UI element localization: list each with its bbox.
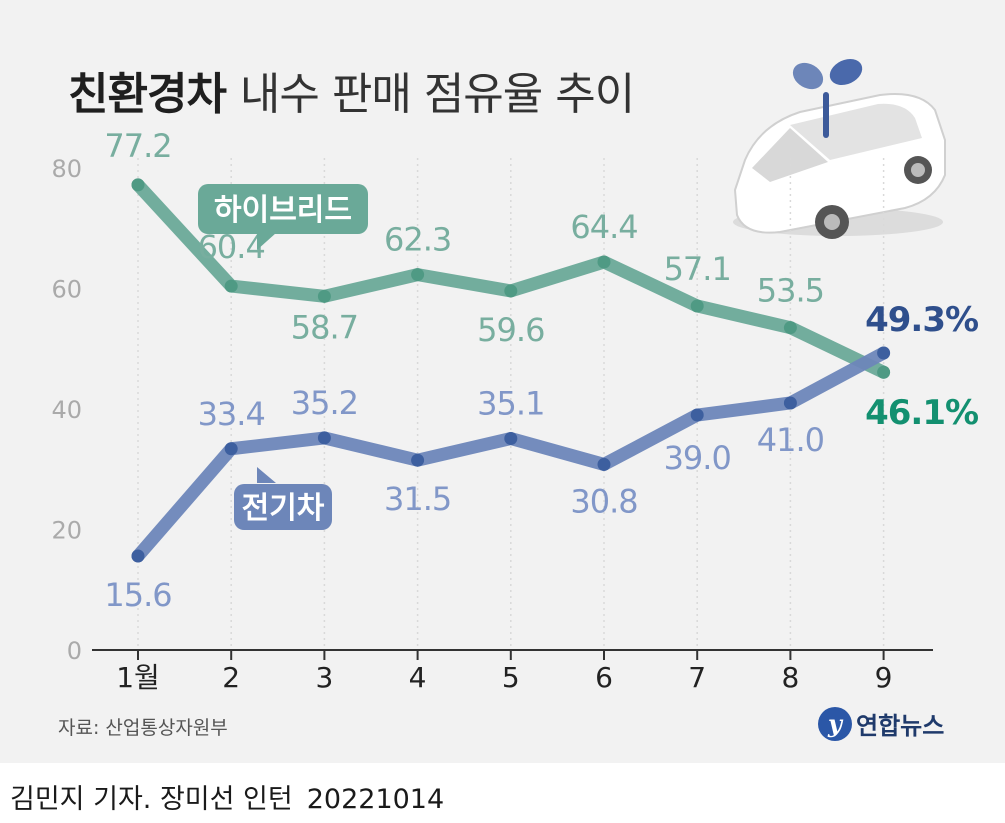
data-label: 49.3% (865, 300, 978, 340)
data-label: 30.8 (570, 482, 637, 520)
x-tick-label: 4 (409, 661, 427, 694)
y-tick-label: 40 (51, 396, 82, 424)
x-tick-label: 3 (315, 661, 333, 694)
data-label: 46.1% (865, 393, 978, 433)
data-point (877, 365, 891, 379)
credit-bar (0, 763, 1005, 823)
data-point (224, 442, 238, 456)
data-point (411, 268, 425, 282)
data-point (504, 284, 518, 298)
legend-bubble-tail (257, 467, 276, 483)
y-tick-label: 0 (67, 637, 82, 665)
y-tick-label: 20 (51, 517, 82, 545)
x-tick-label: 6 (595, 661, 613, 694)
data-point (224, 279, 238, 293)
x-tick-label: 8 (781, 661, 799, 694)
x-tick-label: 1월 (116, 661, 160, 694)
chart-grid (137, 158, 885, 650)
data-point (783, 321, 797, 335)
source-note: 자료: 산업통상자원부 (58, 717, 228, 739)
data-point (504, 432, 518, 446)
data-point (317, 431, 331, 445)
data-point (877, 346, 891, 360)
data-point (597, 255, 611, 269)
data-label: 33.4 (198, 395, 265, 433)
data-label: 60.4 (198, 228, 265, 266)
chart-title: 친환경차 내수 판매 점유율 추이 (68, 58, 635, 122)
y-axis-ticks: 0 20 40 60 80 (51, 155, 82, 665)
data-point (411, 453, 425, 467)
credit-date: 20221014 (306, 784, 445, 815)
data-label: 53.5 (757, 272, 824, 310)
data-point (317, 289, 331, 303)
title-bold: 친환경차 (68, 69, 227, 120)
data-label: 77.2 (104, 127, 171, 165)
x-tick-label: 7 (688, 661, 706, 694)
x-axis-ticks: 1월 2 3 4 5 6 7 8 9 (116, 661, 892, 694)
x-tick-label: 9 (875, 661, 893, 694)
data-point (131, 549, 145, 563)
data-point (690, 408, 704, 422)
legend-bubble (198, 184, 368, 234)
legend-bubble-tail (257, 233, 276, 250)
credit-line: 김민지 기자. 장미선 인턴 20221014 (10, 777, 444, 816)
data-label: 57.1 (664, 250, 731, 288)
y-tick-label: 80 (51, 155, 82, 183)
legend-label: 하이브리드 (214, 193, 352, 228)
data-point (783, 396, 797, 410)
eco-car-icon (733, 58, 946, 239)
line-chart: 0 20 40 60 80 1월 2 3 4 5 6 7 8 9 77.2 60.4 58.7 62.3 59.… (51, 58, 979, 694)
yonhap-logo-mark-icon: y (818, 706, 852, 741)
legend-bubble (234, 484, 332, 530)
x-tick-label: 5 (502, 661, 520, 694)
data-label: 15.6 (104, 576, 171, 614)
data-label: 58.7 (291, 308, 358, 346)
x-axis (92, 649, 933, 660)
legend-label: 전기차 (242, 491, 325, 526)
title-rest: 내수 판매 점유율 추이 (239, 69, 635, 120)
data-point (690, 299, 704, 313)
y-tick-label: 60 (51, 276, 82, 304)
data-label: 31.5 (384, 480, 451, 518)
logo-text: 연합뉴스 (856, 712, 945, 740)
x-tick-label: 2 (222, 661, 240, 694)
series-points (131, 178, 891, 563)
data-labels: 77.2 60.4 58.7 62.3 59.6 64.4 57.1 53.5 46.1% 15.… (104, 127, 979, 614)
data-label: 35.2 (291, 384, 358, 422)
byline: 김민지 기자. 장미선 인턴 (10, 784, 293, 815)
data-point (597, 457, 611, 471)
data-label: 39.0 (664, 439, 731, 477)
data-label: 41.0 (757, 421, 824, 459)
data-point (131, 178, 145, 192)
data-label: 62.3 (384, 221, 451, 259)
data-label: 35.1 (477, 385, 544, 423)
data-label: 64.4 (570, 208, 637, 246)
yonhap-logo: y 연합뉴스 (818, 706, 944, 741)
data-label: 59.6 (477, 311, 544, 349)
